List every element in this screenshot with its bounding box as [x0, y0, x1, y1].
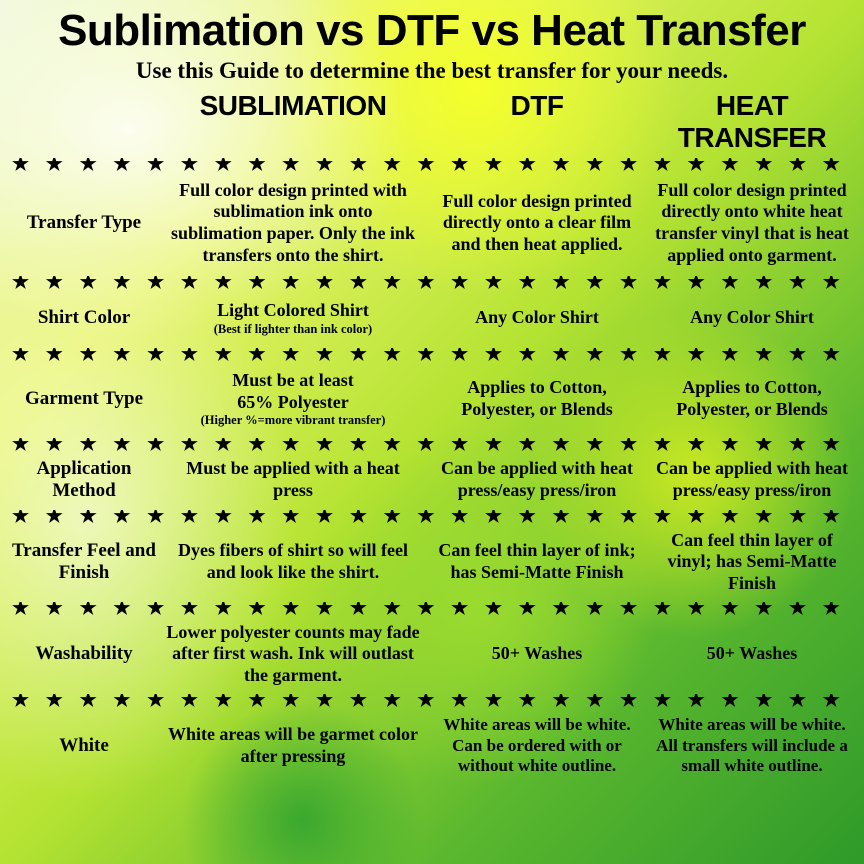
cell: Can be applied with heat press/easy pres…	[648, 458, 856, 501]
row-transfer-feel: Transfer Feel and Finish Dyes fibers of …	[8, 526, 856, 598]
header-sublimation: SUBLIMATION	[160, 90, 426, 154]
cell: Dyes fibers of shirt so will feel and lo…	[160, 540, 426, 583]
infographic: Sublimation vs DTF vs Heat Transfer Use …	[0, 0, 864, 864]
cell: White areas will be white. All transfers…	[648, 715, 856, 776]
row-garment-type: Garment Type Must be at least 65% Polyes…	[8, 364, 856, 434]
star-divider: ★ ★ ★ ★ ★ ★ ★ ★ ★ ★ ★ ★ ★ ★ ★ ★ ★ ★ ★ ★ …	[8, 348, 856, 364]
star-divider: ★ ★ ★ ★ ★ ★ ★ ★ ★ ★ ★ ★ ★ ★ ★ ★ ★ ★ ★ ★ …	[8, 276, 856, 292]
cell: Applies to Cotton, Polyester, or Blends	[648, 377, 856, 420]
star-divider: ★ ★ ★ ★ ★ ★ ★ ★ ★ ★ ★ ★ ★ ★ ★ ★ ★ ★ ★ ★ …	[8, 158, 856, 174]
cell-main: 65% Polyester	[166, 392, 420, 414]
row-label: Garment Type	[8, 388, 160, 410]
cell: Lower polyester counts may fade after fi…	[160, 622, 426, 687]
header-spacer	[8, 90, 160, 154]
row-label: Application Method	[8, 458, 160, 502]
header-heat-transfer: HEAT TRANSFER	[648, 90, 856, 154]
row-label: Transfer Type	[8, 212, 160, 234]
cell: White areas will be garmet color after p…	[160, 724, 426, 767]
cell: Light Colored Shirt (Best if lighter tha…	[160, 300, 426, 336]
cell: 50+ Washes	[648, 643, 856, 665]
row-application-method: Application Method Must be applied with …	[8, 454, 856, 506]
cell: Any Color Shirt	[426, 307, 648, 329]
main-title: Sublimation vs DTF vs Heat Transfer	[8, 6, 856, 56]
cell: 50+ Washes	[426, 643, 648, 665]
cell-note: (Best if lighter than ink color)	[166, 322, 420, 336]
cell: Applies to Cotton, Polyester, or Blends	[426, 377, 648, 420]
cell: Must be applied with a heat press	[160, 458, 426, 501]
cell-note: (Higher %=more vibrant transfer)	[166, 413, 420, 427]
cell-pre: Must be at least	[166, 370, 420, 392]
row-label: Transfer Feel and Finish	[8, 540, 160, 584]
subtitle: Use this Guide to determine the best tra…	[8, 58, 856, 84]
star-divider: ★ ★ ★ ★ ★ ★ ★ ★ ★ ★ ★ ★ ★ ★ ★ ★ ★ ★ ★ ★ …	[8, 602, 856, 618]
cell: Full color design printed directly onto …	[648, 180, 856, 266]
row-white: White White areas will be garmet color a…	[8, 710, 856, 782]
cell-main: Light Colored Shirt	[166, 300, 420, 322]
cell: White areas will be white. Can be ordere…	[426, 715, 648, 776]
cell: Full color design printed with sublimati…	[160, 180, 426, 266]
row-transfer-type: Transfer Type Full color design printed …	[8, 174, 856, 272]
star-divider: ★ ★ ★ ★ ★ ★ ★ ★ ★ ★ ★ ★ ★ ★ ★ ★ ★ ★ ★ ★ …	[8, 694, 856, 710]
header-dtf: DTF	[426, 90, 648, 154]
cell: Can feel thin layer of ink; has Semi-Mat…	[426, 540, 648, 583]
row-shirt-color: Shirt Color Light Colored Shirt (Best if…	[8, 292, 856, 344]
row-label: White	[8, 735, 160, 757]
row-label: Washability	[8, 643, 160, 665]
row-label: Shirt Color	[8, 307, 160, 329]
cell: Must be at least 65% Polyester (Higher %…	[160, 370, 426, 428]
cell: Can feel thin layer of vinyl; has Semi-M…	[648, 530, 856, 595]
star-divider: ★ ★ ★ ★ ★ ★ ★ ★ ★ ★ ★ ★ ★ ★ ★ ★ ★ ★ ★ ★ …	[8, 438, 856, 454]
column-headers: SUBLIMATION DTF HEAT TRANSFER	[8, 90, 856, 154]
row-washability: Washability Lower polyester counts may f…	[8, 618, 856, 690]
star-divider: ★ ★ ★ ★ ★ ★ ★ ★ ★ ★ ★ ★ ★ ★ ★ ★ ★ ★ ★ ★ …	[8, 510, 856, 526]
cell: Can be applied with heat press/easy pres…	[426, 458, 648, 501]
cell: Any Color Shirt	[648, 307, 856, 329]
cell: Full color design printed directly onto …	[426, 191, 648, 256]
